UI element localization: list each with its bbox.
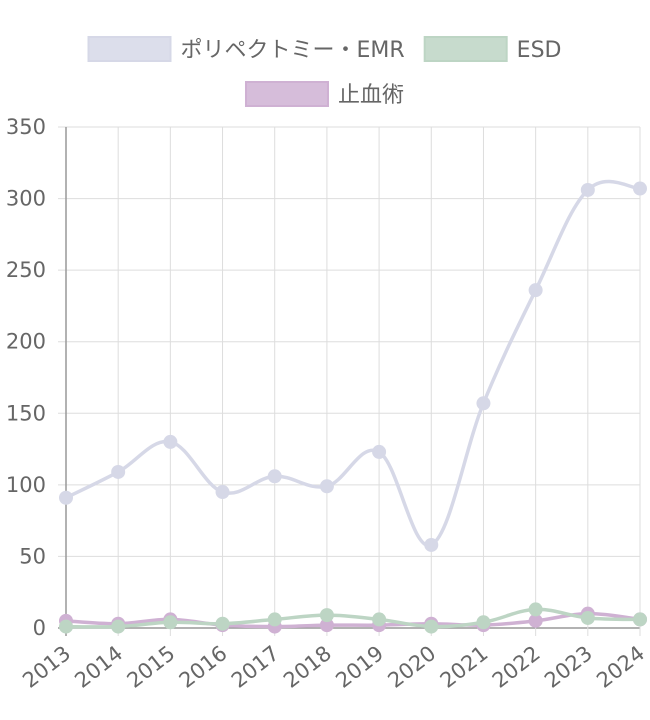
x-tick-label: 2022 [488,641,545,693]
data-point[interactable] [163,434,178,449]
y-tick-label: 200 [6,330,46,354]
series-layer [59,179,647,634]
y-tick-label: 300 [6,187,46,211]
data-point[interactable] [215,616,230,631]
x-tick-label: 2016 [175,641,232,693]
series-0 [59,179,647,552]
y-tick-label: 350 [6,115,46,139]
data-point[interactable] [111,464,126,479]
x-tick-label: 2013 [18,641,75,693]
y-tick-label: 50 [19,544,46,568]
legend-label-2[interactable]: 止血術 [338,83,404,108]
legend-label-0[interactable]: ポリペクトミー・EMR [181,38,405,63]
data-point[interactable] [580,182,595,197]
grid [58,126,641,636]
data-point[interactable] [163,615,178,630]
data-point[interactable] [59,490,73,505]
data-point[interactable] [372,444,387,459]
data-point[interactable] [267,612,282,627]
data-point[interactable] [528,602,543,617]
legend-swatch-1[interactable] [423,36,508,62]
data-point[interactable] [528,613,543,628]
y-tick-label: 100 [6,473,46,497]
data-point[interactable] [267,469,282,484]
y-axis: 0 50 100 150 200 250 300 350 [6,115,46,640]
x-tick-label: 2018 [279,641,336,693]
data-point[interactable] [633,612,647,627]
data-point[interactable] [59,619,73,634]
legend-swatch-0[interactable] [87,36,172,62]
data-point[interactable] [580,610,595,625]
data-point[interactable] [528,283,543,298]
y-tick-label: 0 [33,616,46,640]
data-point[interactable] [111,619,126,634]
x-tick-label: 2021 [436,641,493,693]
x-tick-label: 2023 [540,641,597,693]
x-tick-label: 2019 [331,641,388,693]
legend-swatch-2[interactable] [244,81,329,107]
data-point[interactable] [633,181,647,196]
data-point[interactable] [372,612,387,627]
legend: ポリペクトミー・EMR ESD 止血術 [87,36,562,108]
x-axis: 2013201420152016201720182019202020212022… [18,641,649,693]
data-point[interactable] [215,485,230,500]
y-tick-label: 150 [6,401,46,425]
series-1 [59,602,647,634]
x-tick-label: 2015 [123,641,180,693]
data-point[interactable] [424,619,439,634]
x-tick-label: 2014 [70,641,127,693]
legend-label-1[interactable]: ESD [517,38,562,63]
y-tick-label: 250 [6,258,46,282]
data-point[interactable] [424,537,439,552]
x-tick-label: 2024 [592,641,649,693]
data-point[interactable] [319,608,334,623]
x-tick-label: 2017 [227,641,284,693]
data-point[interactable] [476,615,491,630]
x-tick-label: 2020 [383,641,440,693]
data-point[interactable] [476,396,491,411]
series-line-0 [65,179,641,547]
data-point[interactable] [319,479,334,494]
data-point[interactable] [319,618,334,633]
